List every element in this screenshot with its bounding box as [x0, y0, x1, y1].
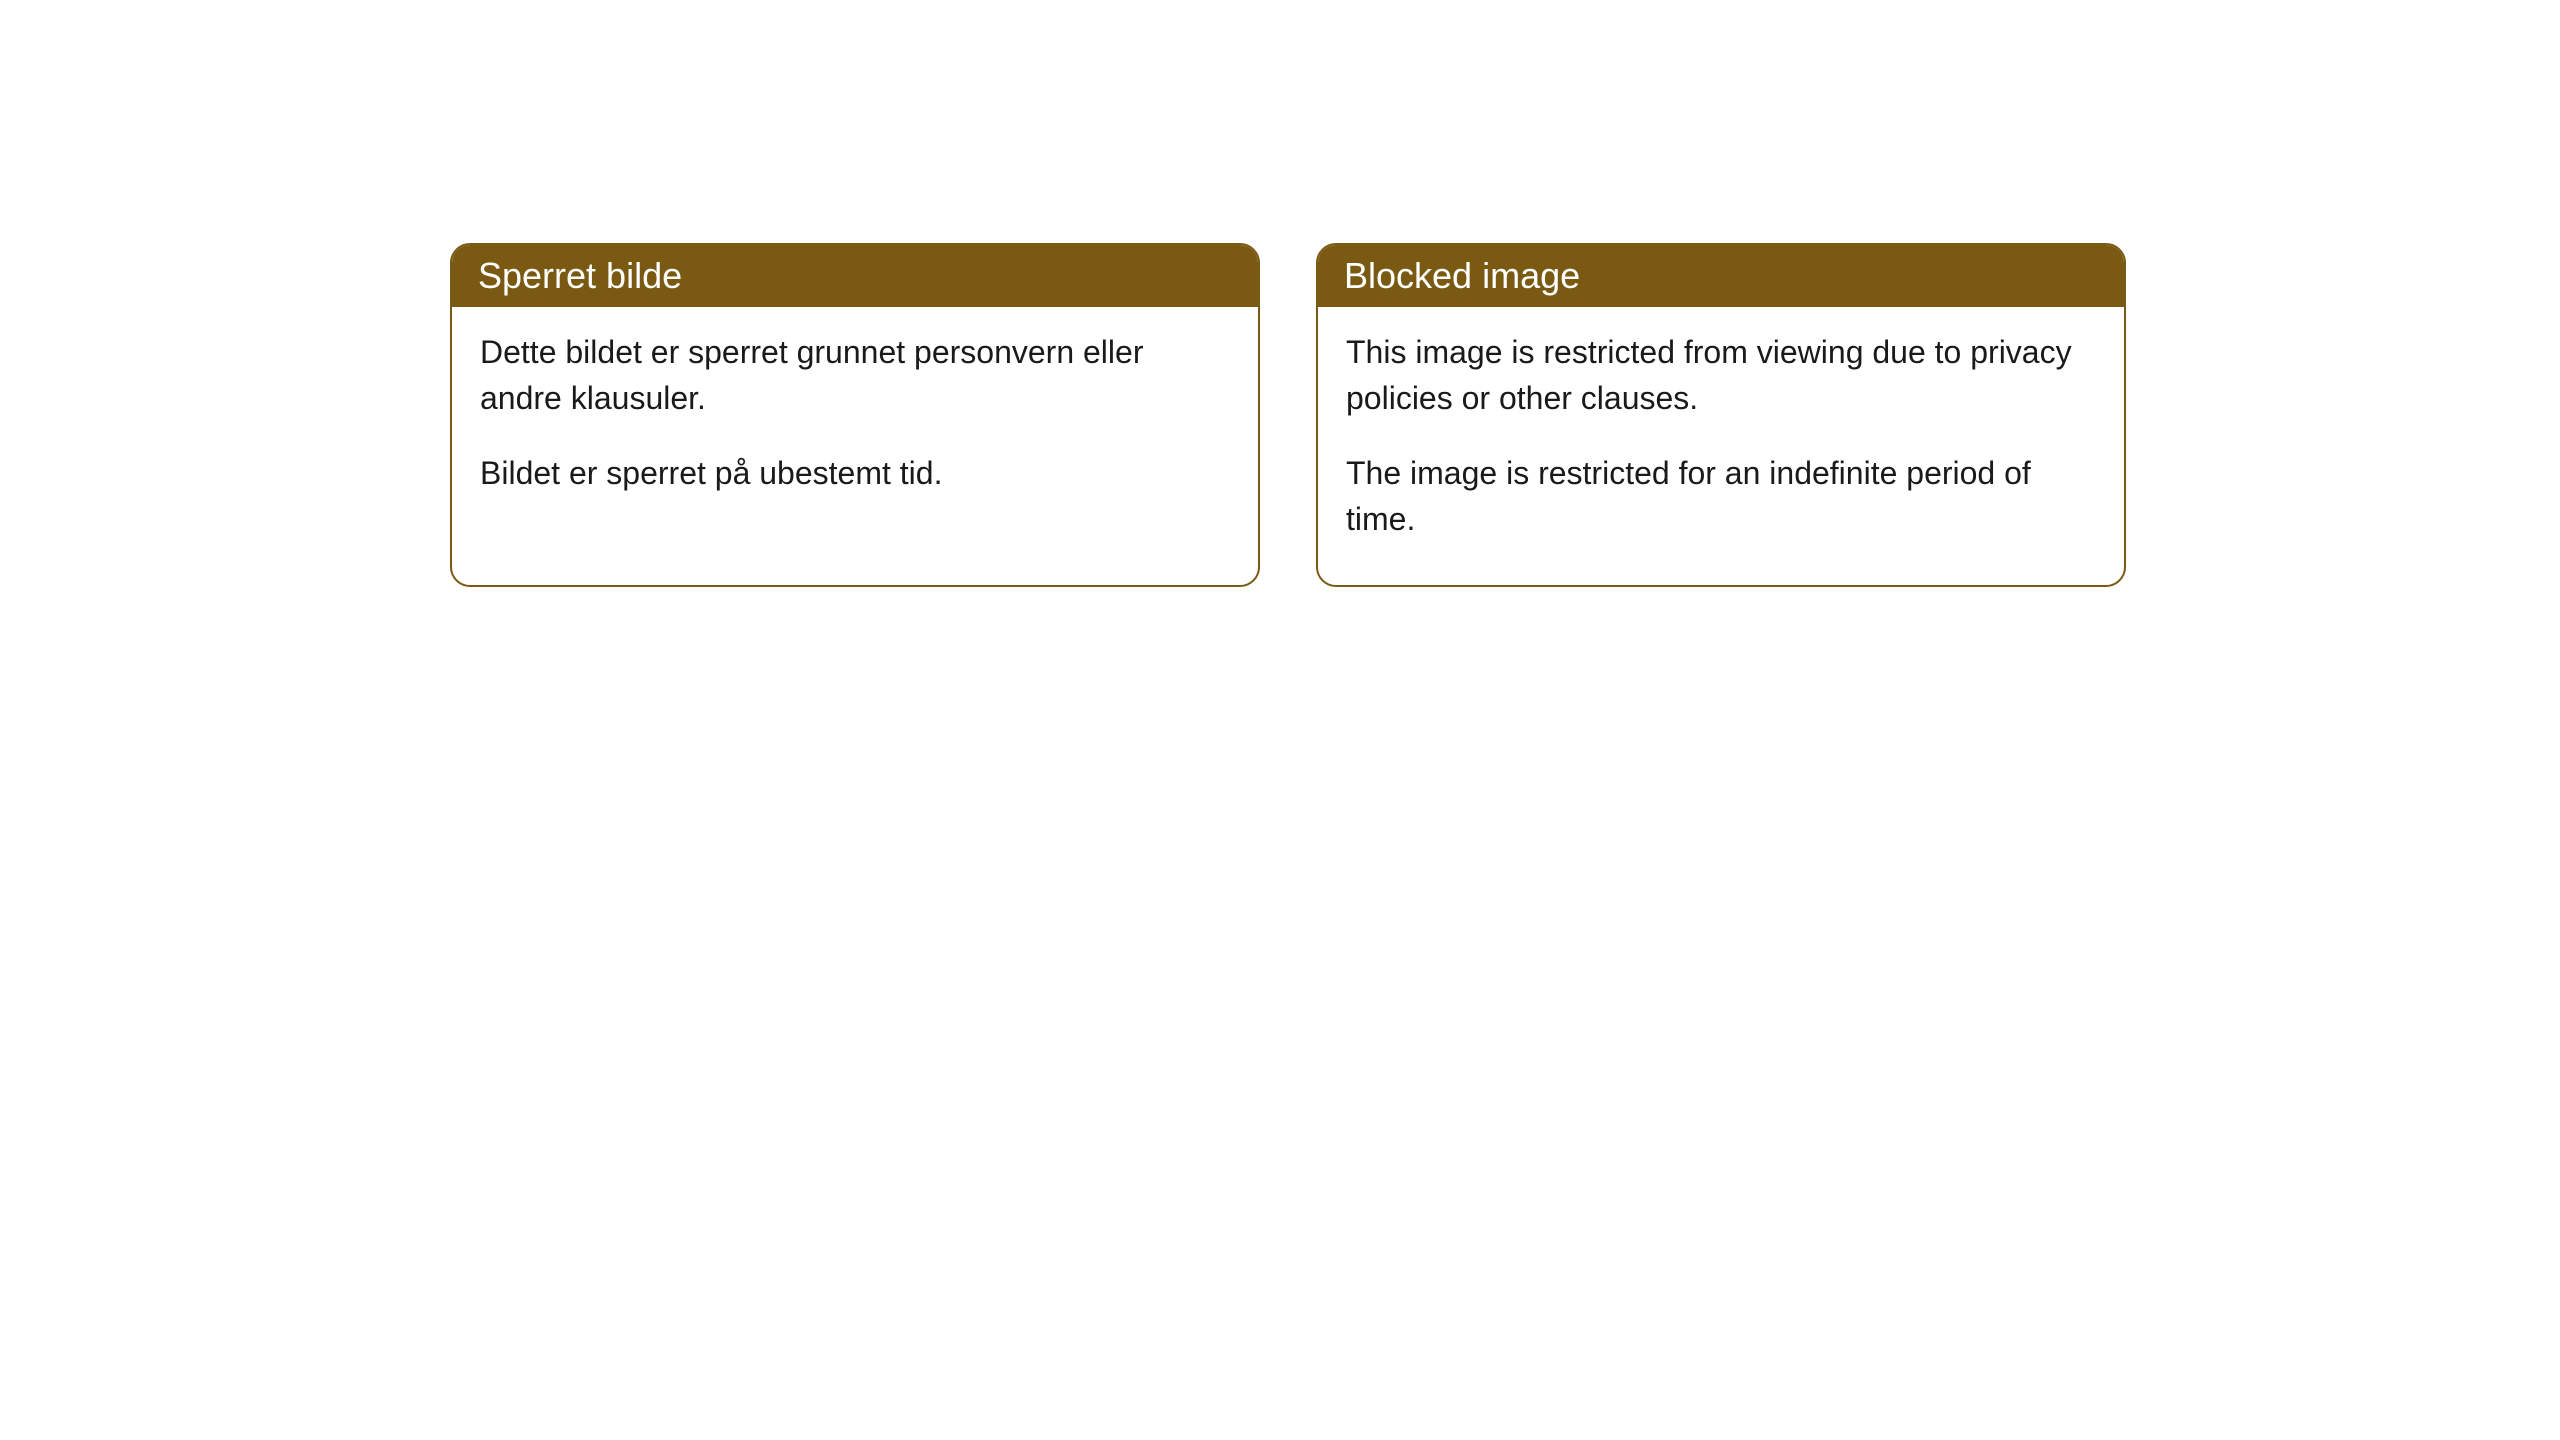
card-paragraph-en-2: The image is restricted for an indefinit… [1346, 450, 2096, 543]
card-paragraph-no-1: Dette bildet er sperret grunnet personve… [480, 329, 1230, 422]
card-body-en: This image is restricted from viewing du… [1318, 307, 2124, 585]
card-body-no: Dette bildet er sperret grunnet personve… [452, 307, 1258, 538]
card-paragraph-en-1: This image is restricted from viewing du… [1346, 329, 2096, 422]
blocked-image-card-en: Blocked image This image is restricted f… [1316, 243, 2126, 587]
blocked-image-card-no: Sperret bilde Dette bildet er sperret gr… [450, 243, 1260, 587]
card-header-no: Sperret bilde [452, 245, 1258, 307]
notice-cards-container: Sperret bilde Dette bildet er sperret gr… [450, 243, 2126, 587]
card-header-en: Blocked image [1318, 245, 2124, 307]
card-title-en: Blocked image [1344, 255, 1580, 296]
card-title-no: Sperret bilde [478, 255, 682, 296]
card-paragraph-no-2: Bildet er sperret på ubestemt tid. [480, 450, 1230, 496]
